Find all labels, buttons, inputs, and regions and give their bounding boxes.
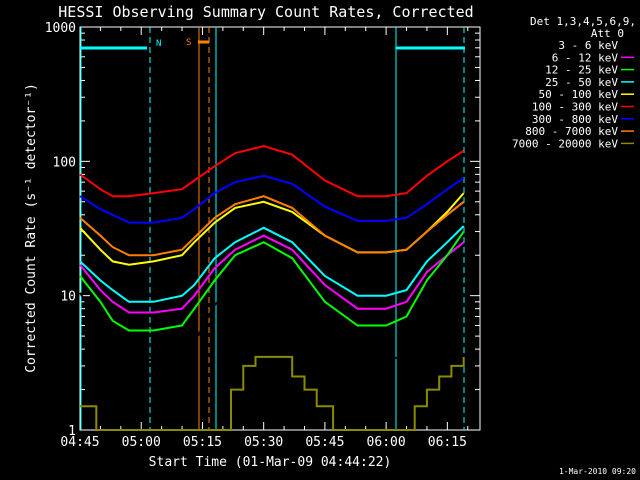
series-line	[79, 144, 465, 198]
legend-entry: 12 - 25 keV	[545, 64, 618, 77]
plot-frame	[79, 26, 481, 431]
series-line	[80, 355, 465, 431]
x-axis-label: Start Time (01-Mar-09 04:44:22)	[149, 455, 392, 470]
series-line	[79, 231, 465, 332]
x-tick-label: 06:15	[428, 435, 467, 450]
x-tick-label: 05:45	[305, 435, 344, 450]
legend-entry: 100 - 300 keV	[532, 101, 618, 114]
series-line	[79, 267, 465, 362]
x-tick-label: 04:45	[60, 435, 99, 450]
x-tick-label: 06:00	[367, 435, 406, 450]
footer-date: 1-Mar-2010 09:20	[559, 467, 636, 476]
y-tick-label: 100	[53, 155, 76, 170]
series-line	[79, 225, 465, 303]
legend-entry: 800 - 7000 keV	[525, 125, 618, 138]
saa-annotation: S	[186, 38, 191, 48]
x-tick-label: 05:00	[122, 435, 161, 450]
series-line	[79, 234, 465, 314]
series-line	[79, 195, 465, 257]
series-lines	[79, 144, 465, 431]
y-axis-label: Corrected Count Rate (s⁻¹ detector⁻¹)	[24, 83, 39, 373]
y-tick-label: 1000	[45, 21, 76, 36]
legend-entry: 50 - 100 keV	[539, 88, 619, 101]
y-tick-label: 10	[60, 290, 76, 305]
night-annotation: N	[156, 39, 161, 49]
legend-entry: 25 - 50 keV	[545, 76, 618, 89]
x-tick-label: 05:15	[183, 435, 222, 450]
series-line	[79, 174, 465, 224]
legend-entry: 6 - 12 keV	[552, 51, 619, 64]
chart-title: HESSI Observing Summary Count Rates, Cor…	[58, 3, 473, 21]
legend-entry: 3 - 6 keV	[558, 39, 618, 52]
legend-header: Det 1,3,4,5,6,9,	[530, 15, 636, 28]
series-line	[79, 192, 465, 266]
axis-ticks: 04:45 05:00 05:15 05:30 05:45 06:00 06:15 1 10 10…	[45, 21, 480, 450]
legend-entry: 300 - 800 keV	[532, 113, 618, 126]
legend-header: Att 0	[591, 27, 624, 40]
legend-entry: 7000 - 20000 keV	[512, 137, 618, 150]
y-tick-label: 1	[68, 424, 76, 439]
x-tick-label: 05:30	[244, 435, 283, 450]
